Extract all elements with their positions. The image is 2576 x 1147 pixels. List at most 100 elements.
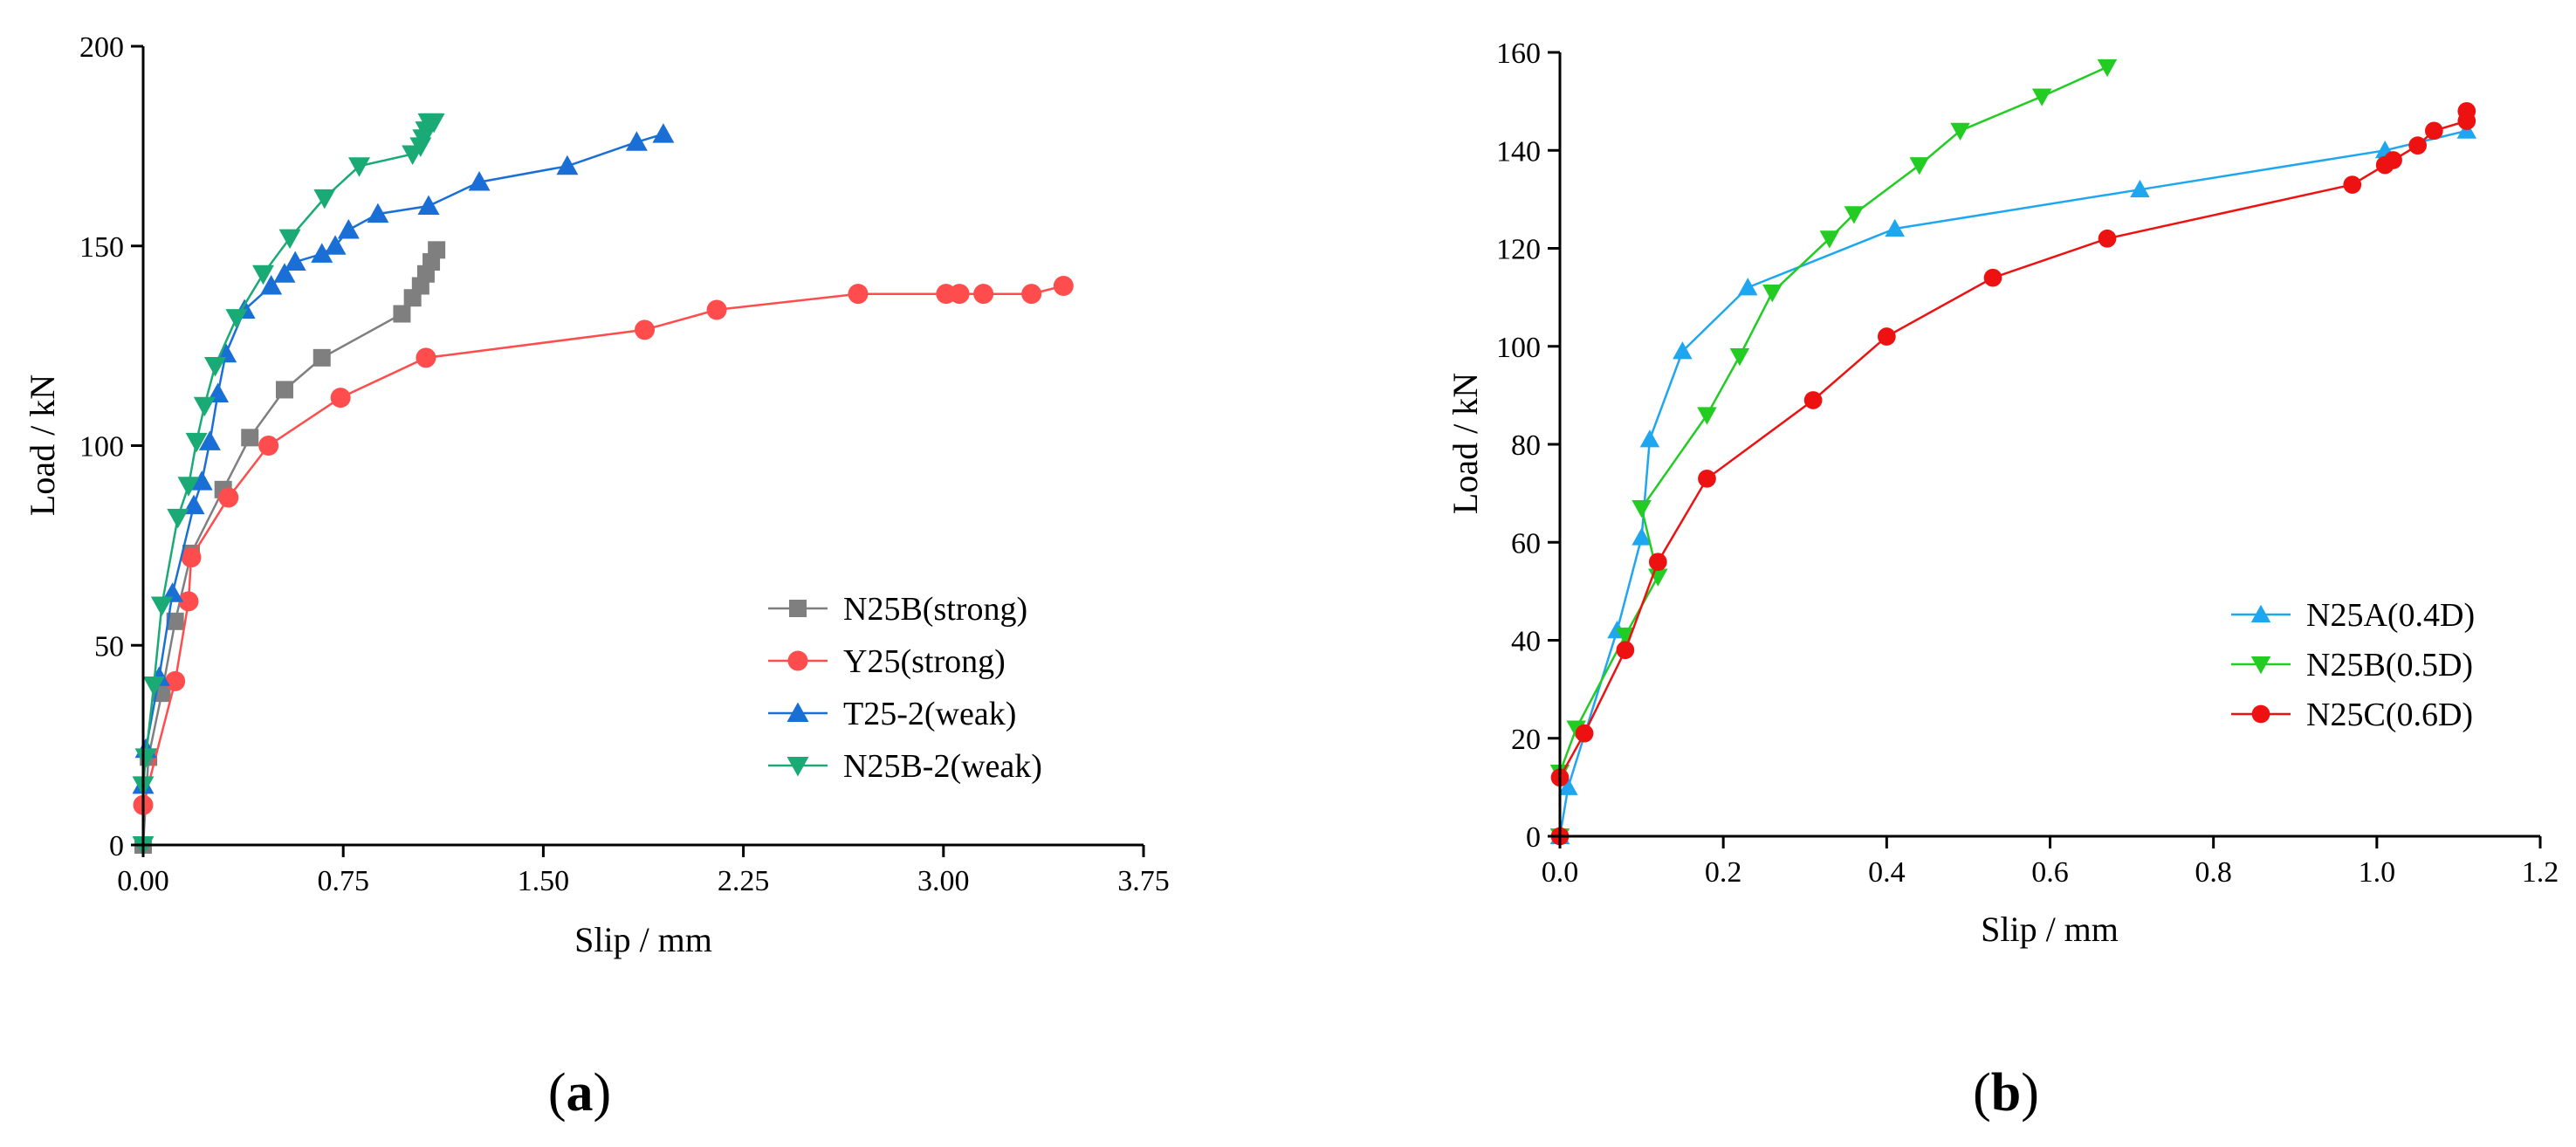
chart-a-series-2-point <box>218 487 239 508</box>
chart-a-series-2-point <box>973 284 994 305</box>
chart-b-x-tick-label: 0.6 <box>2031 856 2069 889</box>
chart-a-series-4-point <box>193 396 216 417</box>
chart-b-x-ticks: 0.0 0.2 0.4 0.6 0.8 1.0 1.2 <box>1542 836 2559 889</box>
chart-b-y-ticks: 0 20 40 60 80 100 120 140 160 <box>1496 38 1560 854</box>
chart-a-panel-label-open: ( <box>548 1063 567 1123</box>
chart-b-series-2-point <box>1697 407 1717 425</box>
chart-b-legend-label-2: N25B(0.5D) <box>2306 647 2473 683</box>
chart-a-legend-label-2: Y25(strong) <box>843 643 1006 680</box>
chart-b-series-1-point <box>1673 341 1693 360</box>
chart-b-series-2-point <box>1844 206 1865 224</box>
chart-a-x-tick-label: 0.75 <box>317 865 369 897</box>
chart-b-series-1-point <box>1631 527 1652 546</box>
chart-a-series-1-point <box>166 612 184 630</box>
chart-a-series-2-point <box>258 436 279 456</box>
chart-b-series-1-point <box>1639 429 1660 448</box>
chart-a-series-4-point <box>422 113 445 134</box>
chart-a-series-layer <box>132 113 1074 856</box>
chart-b-x-tick-label: 1.2 <box>2522 856 2559 889</box>
chart-a-series-1-point <box>428 241 446 259</box>
chart-a-series-4-point <box>348 157 371 177</box>
chart-a-series-3-point <box>190 470 213 491</box>
chart-b-legend-marker-3 <box>2251 704 2270 724</box>
chart-b-series-2-point <box>1950 122 1970 141</box>
chart-b-y-tick-label: 140 <box>1496 135 1541 168</box>
chart-a-series-2-point <box>165 670 186 691</box>
chart-a-series-4-point <box>167 508 189 529</box>
chart-a-series-4-point <box>142 677 165 697</box>
chart-b-legend-marker-2 <box>2250 656 2271 675</box>
chart-a-series-2-line <box>141 285 1064 806</box>
chart-a-series-4-point <box>150 596 173 616</box>
chart-b-series-1-point <box>1558 777 1578 795</box>
chart-b-series-1-point <box>1737 278 1758 296</box>
chart-a-series-3-point <box>324 235 347 255</box>
chart-a-legend-marker-2 <box>787 650 808 671</box>
chart-a-series-4-point <box>313 189 336 209</box>
chart-b-series-2-point <box>1819 230 1840 249</box>
chart-a-series-1 <box>134 241 446 854</box>
chart-b-panel-label-letter: b <box>1991 1063 2021 1123</box>
chart-b-series-2-point <box>1729 347 1750 367</box>
chart-b-series-1-point <box>2130 179 2150 198</box>
chart-a-legend-label-3: T25-2(weak) <box>843 696 1016 732</box>
chart-a-x-tick-label: 2.25 <box>718 865 770 897</box>
chart-b-series-3-point <box>1616 641 1635 660</box>
chart-a-x-tick-label: 0.00 <box>117 865 169 897</box>
chart-a-series-4 <box>132 113 445 856</box>
chart-b-series-3-point <box>1698 469 1716 488</box>
chart-a-series-3-point <box>284 251 306 271</box>
chart-b-x-tick-label: 1.0 <box>2359 856 2396 889</box>
chart-b-series-3-point <box>1877 327 1896 346</box>
chart-b-x-tick-label: 0.2 <box>1705 856 1742 889</box>
chart-a-series-4-point <box>185 432 208 453</box>
chart-a-series-3-point <box>311 243 333 263</box>
chart-a-series-1-point <box>393 305 411 323</box>
chart-a-y-axis-title: Load / kN <box>23 374 62 516</box>
chart-b-y-tick-label: 100 <box>1496 332 1541 364</box>
chart-b-y-tick-label: 80 <box>1511 429 1541 462</box>
chart-a-y-ticks: 0 50 100 150 200 <box>79 31 143 862</box>
chart-a-series-2-point <box>848 284 869 305</box>
chart-b-series-2-point <box>2097 58 2118 78</box>
chart-b-panel-label: (b) <box>1973 1063 2039 1123</box>
chart-a-series-3-point <box>198 430 221 450</box>
chart-b-y-axis-title: Load / kN <box>1446 373 1485 514</box>
chart-a-series-3-point <box>556 155 579 175</box>
chart-a-series-2-point <box>706 299 727 320</box>
chart-b-y-tick-label: 40 <box>1511 626 1541 658</box>
chart-a-series-4-point <box>252 264 275 285</box>
chart-a-series-3-point <box>468 171 491 191</box>
chart-a-legend-marker-1 <box>789 600 807 617</box>
chart-a-series-2-point <box>635 319 656 340</box>
chart-a-series-3-point <box>652 123 675 143</box>
chart-b-series-2-point <box>1631 499 1652 519</box>
chart-b-y-tick-label: 160 <box>1496 38 1541 70</box>
chart-b-series-3-point <box>1648 553 1667 572</box>
chart-a-legend-marker-4 <box>787 757 809 777</box>
chart-b-series-3-point <box>2424 121 2443 141</box>
chart-a-x-ticks: 0.00 0.75 1.50 2.25 3.00 3.75 <box>117 845 1170 897</box>
chart-a-y-tick-label: 200 <box>79 31 124 64</box>
chart-b-series-3-point <box>2384 151 2402 169</box>
chart-b-y-tick-label: 0 <box>1526 821 1541 854</box>
chart-b-y-tick-label: 120 <box>1496 234 1541 266</box>
chart-b-legend-label-3: N25C(0.6D) <box>2306 697 2473 733</box>
chart-a-x-axis-title: Slip / mm <box>574 920 712 959</box>
chart-a-legend-label-4: N25B-2(weak) <box>843 748 1042 785</box>
chart-a-series-2-point <box>330 388 351 409</box>
chart-a-series-3-point <box>273 263 296 283</box>
chart-b-legend: N25A(0.4D) N25B(0.5D) N25C(0.6D) <box>2231 597 2475 733</box>
chart-b-series-2-point <box>1762 285 1783 303</box>
chart-b-x-tick-label: 0.0 <box>1542 856 1579 889</box>
chart-b-legend-marker-1 <box>2250 604 2271 622</box>
chart-b-legend-label-1: N25A(0.4D) <box>2306 597 2475 634</box>
chart-a-series-3-point <box>337 218 360 239</box>
chart-b-series-2-point <box>1909 157 1930 175</box>
chart-b-series-2-point <box>2031 88 2052 106</box>
chart-a-legend-marker-3 <box>787 702 809 722</box>
chart-a-series-4-point <box>225 309 248 329</box>
chart-b-series-1-point <box>1885 218 1905 237</box>
chart-b-series-3-point <box>2343 175 2362 194</box>
